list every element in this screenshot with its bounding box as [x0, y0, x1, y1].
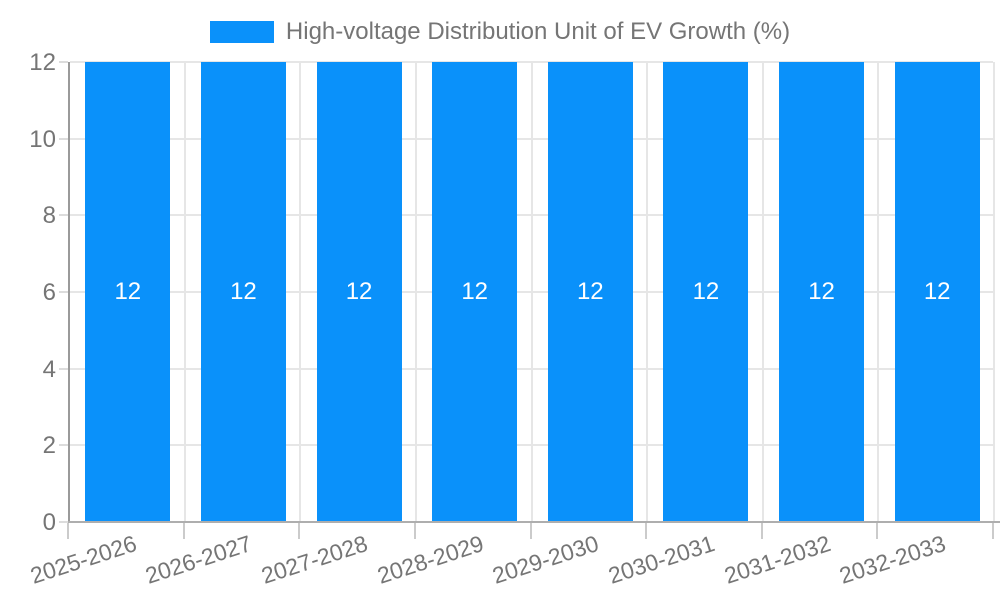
- x-axis-category-label: 2026-2027: [142, 530, 256, 589]
- y-axis-tick-label: 4: [42, 355, 56, 383]
- vertical-gridline: [761, 62, 764, 522]
- y-axis-tick-label: 8: [42, 202, 56, 230]
- x-axis-tick: [182, 523, 185, 539]
- y-axis-tick: [59, 444, 68, 447]
- bar-value-label: 12: [576, 278, 604, 305]
- bar[interactable]: 12: [779, 62, 865, 522]
- x-axis-tick: [760, 523, 763, 539]
- bar-value-label: 12: [461, 278, 489, 305]
- x-axis-category-label: 2032-2033: [836, 530, 949, 589]
- x-axis-tick: [413, 523, 416, 539]
- bar[interactable]: 12: [85, 62, 171, 522]
- x-axis-tick: [992, 523, 994, 539]
- y-axis-tick: [59, 521, 68, 523]
- y-axis-tick: [59, 214, 68, 217]
- y-axis-tick: [59, 367, 68, 370]
- x-axis-tick: [645, 523, 648, 539]
- legend-label: High-voltage Distribution Unit of EV Gro…: [285, 18, 791, 45]
- bar[interactable]: 12: [663, 62, 749, 522]
- y-axis-tick: [59, 61, 68, 63]
- bar-value-label: 12: [692, 278, 720, 305]
- vertical-gridline: [877, 62, 880, 522]
- y-axis-tick-label: 6: [42, 279, 56, 306]
- bar[interactable]: 12: [316, 62, 402, 522]
- bar-value-label: 12: [114, 278, 142, 305]
- bar-value-label: 12: [345, 278, 373, 305]
- bar-value-label: 12: [808, 278, 835, 305]
- vertical-gridline: [299, 62, 302, 522]
- vertical-gridline: [183, 62, 186, 522]
- bar[interactable]: 12: [547, 62, 633, 522]
- x-axis-category-label: 2027-2028: [258, 530, 371, 589]
- vertical-gridline: [414, 62, 417, 522]
- bar[interactable]: 12: [432, 62, 518, 522]
- x-axis-category-label: 2031-2032: [720, 530, 834, 589]
- bar[interactable]: 12: [894, 62, 980, 522]
- y-axis-tick: [59, 291, 68, 293]
- x-axis-tick: [298, 523, 301, 539]
- x-axis-tick: [67, 523, 69, 539]
- legend[interactable]: High-voltage Distribution Unit of EV Gro…: [0, 18, 1000, 46]
- y-axis-tick-label: 10: [29, 125, 56, 153]
- vertical-gridline: [993, 62, 995, 522]
- x-axis-category-label: 2028-2029: [373, 530, 487, 589]
- vertical-gridline: [646, 62, 649, 522]
- x-axis-category-label: 2030-2031: [605, 530, 718, 589]
- bar-value-label: 12: [923, 278, 951, 305]
- x-axis-tick: [529, 523, 532, 539]
- bar-value-label: 12: [230, 278, 257, 305]
- legend-swatch: [209, 21, 274, 43]
- x-axis-category-label: 2025-2026: [26, 530, 140, 589]
- vertical-gridline: [530, 62, 533, 522]
- x-axis-line: [66, 521, 1000, 523]
- y-axis-tick-label: 12: [29, 49, 56, 76]
- x-axis-category-label: 2029-2030: [489, 530, 603, 589]
- y-axis-tick: [59, 137, 68, 140]
- x-axis-tick: [876, 523, 879, 539]
- bar[interactable]: 12: [200, 62, 286, 522]
- y-axis-tick-label: 0: [42, 509, 56, 536]
- y-axis-tick-label: 2: [42, 432, 56, 460]
- plot-area: 12 12 12 12 12 12 12 12: [68, 61, 995, 522]
